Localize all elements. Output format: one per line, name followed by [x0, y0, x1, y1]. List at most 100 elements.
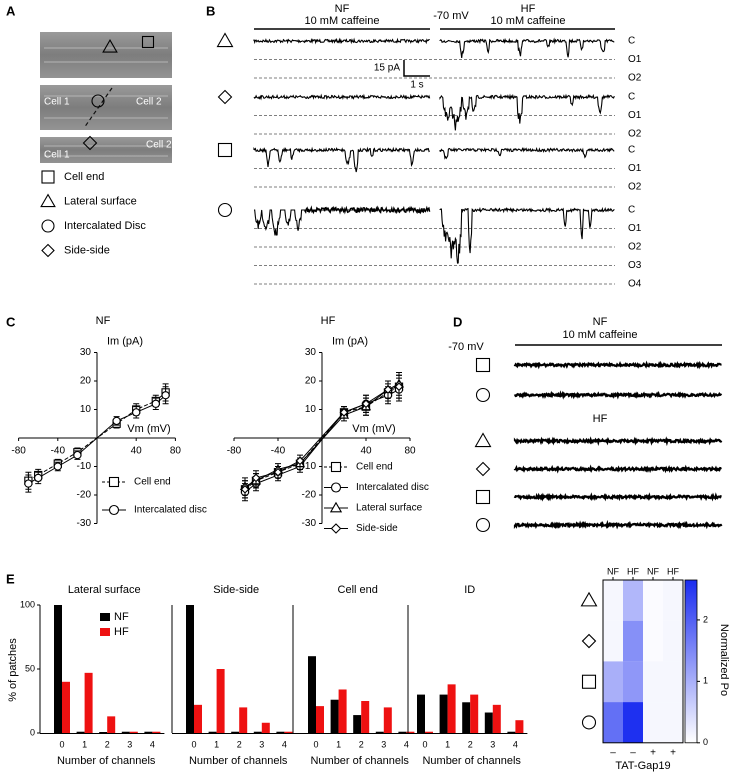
bar [330, 699, 339, 733]
heat-cell [603, 661, 623, 703]
heat-cell [623, 580, 643, 621]
triangle-marker [329, 501, 343, 513]
colorbar-tick-label: 1 [703, 676, 708, 686]
stimulus: 10 mM caffeine [304, 15, 379, 27]
scale-label: 1 s [410, 80, 423, 91]
bar [308, 656, 316, 733]
y-tick-label: 30 [80, 347, 92, 358]
colorbar-label: Normalized Po [718, 624, 730, 696]
x-tick-label: 40 [131, 446, 143, 457]
treatment-label: – [630, 747, 636, 758]
x-tick-label: 0 [191, 739, 196, 749]
level-label: O2 [628, 129, 642, 140]
bar [447, 684, 456, 733]
y-tick-label: 10 [80, 404, 92, 415]
legend-label: Cell end [134, 477, 171, 488]
chart-title: Cell end [338, 584, 378, 596]
bar [239, 707, 248, 733]
x-axis-label: TAT-Gap19 [615, 760, 670, 772]
legend-label: Lateral surface [64, 195, 137, 207]
y-tick-label: 20 [305, 376, 317, 387]
y-tick-label: -20 [302, 490, 317, 501]
y-tick-label: 0 [30, 727, 35, 737]
circle-marker [34, 473, 43, 483]
heat-cell [643, 661, 663, 703]
square-marker [217, 142, 233, 158]
column-label: NF [647, 566, 659, 576]
bar [261, 722, 270, 733]
bar [76, 731, 85, 733]
bar [144, 731, 153, 733]
x-tick-label: 0 [59, 739, 64, 749]
bar [208, 731, 217, 733]
x-axis-label: Number of channels [189, 755, 288, 767]
bar [54, 605, 62, 733]
level-label: O1 [628, 110, 642, 121]
circle-marker [73, 450, 82, 460]
bar [62, 681, 70, 733]
bar [216, 669, 225, 733]
condition: HF [593, 413, 608, 425]
cell-label: Cell 1 [44, 150, 70, 161]
heat-cell [663, 661, 683, 703]
legend-swatch [100, 613, 110, 621]
scale-bar [403, 60, 430, 77]
chart-title: HF [321, 315, 336, 327]
current-trace [253, 146, 430, 173]
bar [253, 731, 262, 733]
heat-cell [603, 702, 623, 743]
bar [99, 732, 108, 733]
chart-title: Side-side [213, 584, 259, 596]
legend-label: Cell end [64, 171, 104, 183]
panel-label: E [6, 571, 15, 586]
legend-label: Intercalated disc [356, 482, 429, 493]
circle-marker [217, 202, 233, 218]
y-tick-label: -30 [302, 518, 317, 529]
column-label: NF [607, 566, 619, 576]
bar [383, 707, 392, 733]
bar [515, 720, 524, 733]
heat-frame [602, 579, 684, 744]
bar [353, 715, 362, 733]
x-axis-label: Number of channels [310, 755, 409, 767]
chart-title: Lateral surface [68, 584, 141, 596]
level-label: C [628, 145, 635, 156]
y-tick-label: -20 [77, 490, 92, 501]
bar [507, 731, 516, 733]
bar [375, 731, 384, 733]
x-tick-label: 40 [360, 446, 372, 457]
heat-cell [663, 620, 683, 662]
x-tick-label: 1 [82, 739, 87, 749]
square-marker [330, 461, 342, 473]
colorbar [684, 579, 698, 744]
diamond-marker [394, 382, 404, 392]
current-trace [513, 360, 722, 370]
micrograph [40, 32, 172, 78]
colorbar-tick-label: 0 [703, 737, 708, 747]
bar [492, 704, 501, 733]
bar [84, 672, 93, 733]
diamond-marker [383, 385, 393, 394]
level-label: O1 [628, 163, 642, 174]
condition: HF [521, 3, 536, 15]
legend-label: Lateral surface [356, 503, 423, 514]
bar [417, 694, 425, 733]
y-tick-label: 10 [305, 404, 317, 415]
current-trace [513, 492, 722, 502]
bar [231, 731, 240, 733]
x-tick-label: 3 [490, 739, 495, 749]
x-tick-label: -40 [271, 446, 286, 457]
current-trace [439, 37, 615, 58]
bar [361, 701, 370, 733]
column-label: HF [627, 566, 639, 576]
y-axis-label: Im (pA) [332, 335, 368, 347]
micrographs: Cell 1 Cell 2 Cell 2 Cell 1 [40, 32, 172, 163]
x-axis-label: Number of channels [422, 755, 521, 767]
condition: NF [593, 316, 608, 328]
cell-border [83, 87, 113, 129]
level-label: O3 [628, 260, 642, 271]
treatment-label: – [610, 747, 616, 758]
heat-cell [643, 702, 663, 743]
legend-label: Cell end [356, 462, 393, 473]
